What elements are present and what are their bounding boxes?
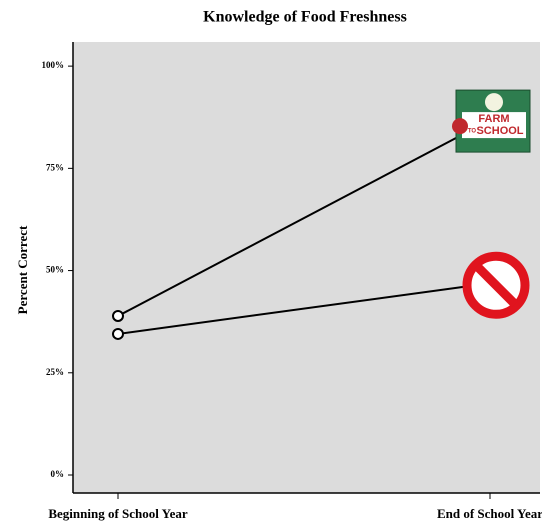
- y-tick-label: 25%: [46, 367, 64, 377]
- logo-sun: [485, 93, 503, 112]
- logo-text: TO: [468, 129, 477, 135]
- logo-banner: [462, 112, 526, 139]
- series-line: [117, 119, 491, 317]
- point: [112, 309, 124, 322]
- no-slash: [473, 263, 519, 308]
- point: [112, 327, 124, 340]
- chart-title: Knowledge of Food Freshness: [203, 9, 407, 26]
- logo-apple: [452, 118, 468, 135]
- x-tick-label: Beginning of School Year: [48, 506, 188, 521]
- y-tick-label: 50%: [46, 265, 64, 275]
- y-axis-label: Percent Correct: [15, 225, 30, 314]
- logo-text: SCHOOL: [476, 125, 523, 137]
- y-tick-label: 75%: [46, 162, 64, 172]
- series-line: [117, 282, 491, 335]
- y-tick-label: 0%: [51, 469, 65, 479]
- y-tick-label: 100%: [42, 60, 65, 70]
- x-tick-label: End of School Year: [437, 506, 542, 521]
- logo-text: FARM: [478, 113, 509, 125]
- no-program-icon: [462, 251, 530, 319]
